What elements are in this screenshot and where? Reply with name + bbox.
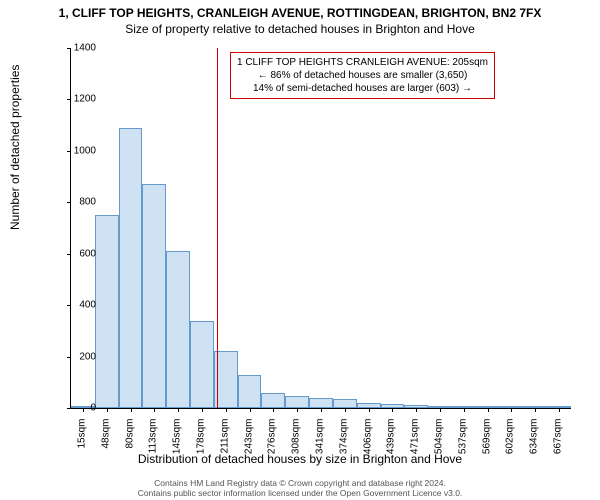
xtick-mark — [488, 408, 489, 412]
xtick-mark — [535, 408, 536, 412]
chart-area: 1 CLIFF TOP HEIGHTS CRANLEIGH AVENUE: 20… — [70, 48, 570, 408]
xtick-mark — [392, 408, 393, 412]
bar — [142, 184, 166, 408]
chart-container: 1, CLIFF TOP HEIGHTS, CRANLEIGH AVENUE, … — [0, 0, 600, 500]
footer: Contains HM Land Registry data © Crown c… — [0, 478, 600, 498]
bar — [119, 128, 143, 408]
xtick-label: 113sqm — [148, 419, 159, 469]
ytick-label: 600 — [56, 248, 96, 259]
ytick-label: 1000 — [56, 145, 96, 156]
xtick-label: 537sqm — [457, 419, 468, 469]
ytick-label: 0 — [56, 403, 96, 414]
xtick-mark — [226, 408, 227, 412]
title-main: 1, CLIFF TOP HEIGHTS, CRANLEIGH AVENUE, … — [0, 0, 600, 20]
annotation-line3: 14% of semi-detached houses are larger (… — [237, 82, 488, 95]
plot-region — [70, 48, 571, 409]
xtick-mark — [107, 408, 108, 412]
xtick-label: 243sqm — [243, 419, 254, 469]
footer-line2: Contains public sector information licen… — [0, 488, 600, 498]
xtick-mark — [369, 408, 370, 412]
xtick-mark — [511, 408, 512, 412]
ytick-label: 200 — [56, 351, 96, 362]
annotation-box: 1 CLIFF TOP HEIGHTS CRANLEIGH AVENUE: 20… — [230, 52, 495, 99]
xtick-mark — [178, 408, 179, 412]
xtick-mark — [250, 408, 251, 412]
xtick-label: 178sqm — [195, 419, 206, 469]
ytick-label: 1400 — [56, 43, 96, 54]
xtick-mark — [154, 408, 155, 412]
bar — [238, 375, 262, 408]
xtick-label: 145sqm — [172, 419, 183, 469]
xtick-label: 276sqm — [267, 419, 278, 469]
xtick-label: 504sqm — [434, 419, 445, 469]
footer-line1: Contains HM Land Registry data © Crown c… — [0, 478, 600, 488]
bar — [95, 215, 119, 408]
ytick-label: 400 — [56, 300, 96, 311]
xtick-mark — [440, 408, 441, 412]
xtick-label: 569sqm — [481, 419, 492, 469]
xtick-mark — [202, 408, 203, 412]
bar — [309, 398, 333, 408]
xtick-label: 211sqm — [219, 419, 230, 469]
ytick-label: 1200 — [56, 94, 96, 105]
xtick-mark — [131, 408, 132, 412]
annotation-line1: 1 CLIFF TOP HEIGHTS CRANLEIGH AVENUE: 20… — [237, 56, 488, 69]
xtick-label: 48sqm — [100, 419, 111, 469]
xtick-mark — [416, 408, 417, 412]
xtick-label: 15sqm — [76, 419, 87, 469]
bar — [166, 251, 190, 408]
xtick-label: 471sqm — [410, 419, 421, 469]
title-sub: Size of property relative to detached ho… — [0, 20, 600, 36]
xtick-label: 602sqm — [505, 419, 516, 469]
xtick-mark — [321, 408, 322, 412]
xtick-mark — [559, 408, 560, 412]
bar — [190, 321, 214, 408]
xtick-label: 308sqm — [291, 419, 302, 469]
xtick-label: 667sqm — [553, 419, 564, 469]
ytick-label: 800 — [56, 197, 96, 208]
xtick-mark — [297, 408, 298, 412]
bar — [285, 396, 309, 408]
xtick-mark — [345, 408, 346, 412]
xtick-label: 374sqm — [338, 419, 349, 469]
marker-line — [217, 48, 219, 408]
bar — [261, 393, 285, 408]
xtick-label: 80sqm — [124, 419, 135, 469]
xtick-label: 406sqm — [362, 419, 373, 469]
xtick-mark — [273, 408, 274, 412]
xtick-mark — [464, 408, 465, 412]
y-axis-label: Number of detached properties — [8, 65, 22, 230]
xtick-label: 634sqm — [529, 419, 540, 469]
bar — [333, 399, 357, 408]
annotation-line2: ← 86% of detached houses are smaller (3,… — [237, 69, 488, 82]
xtick-label: 439sqm — [386, 419, 397, 469]
xtick-label: 341sqm — [315, 419, 326, 469]
